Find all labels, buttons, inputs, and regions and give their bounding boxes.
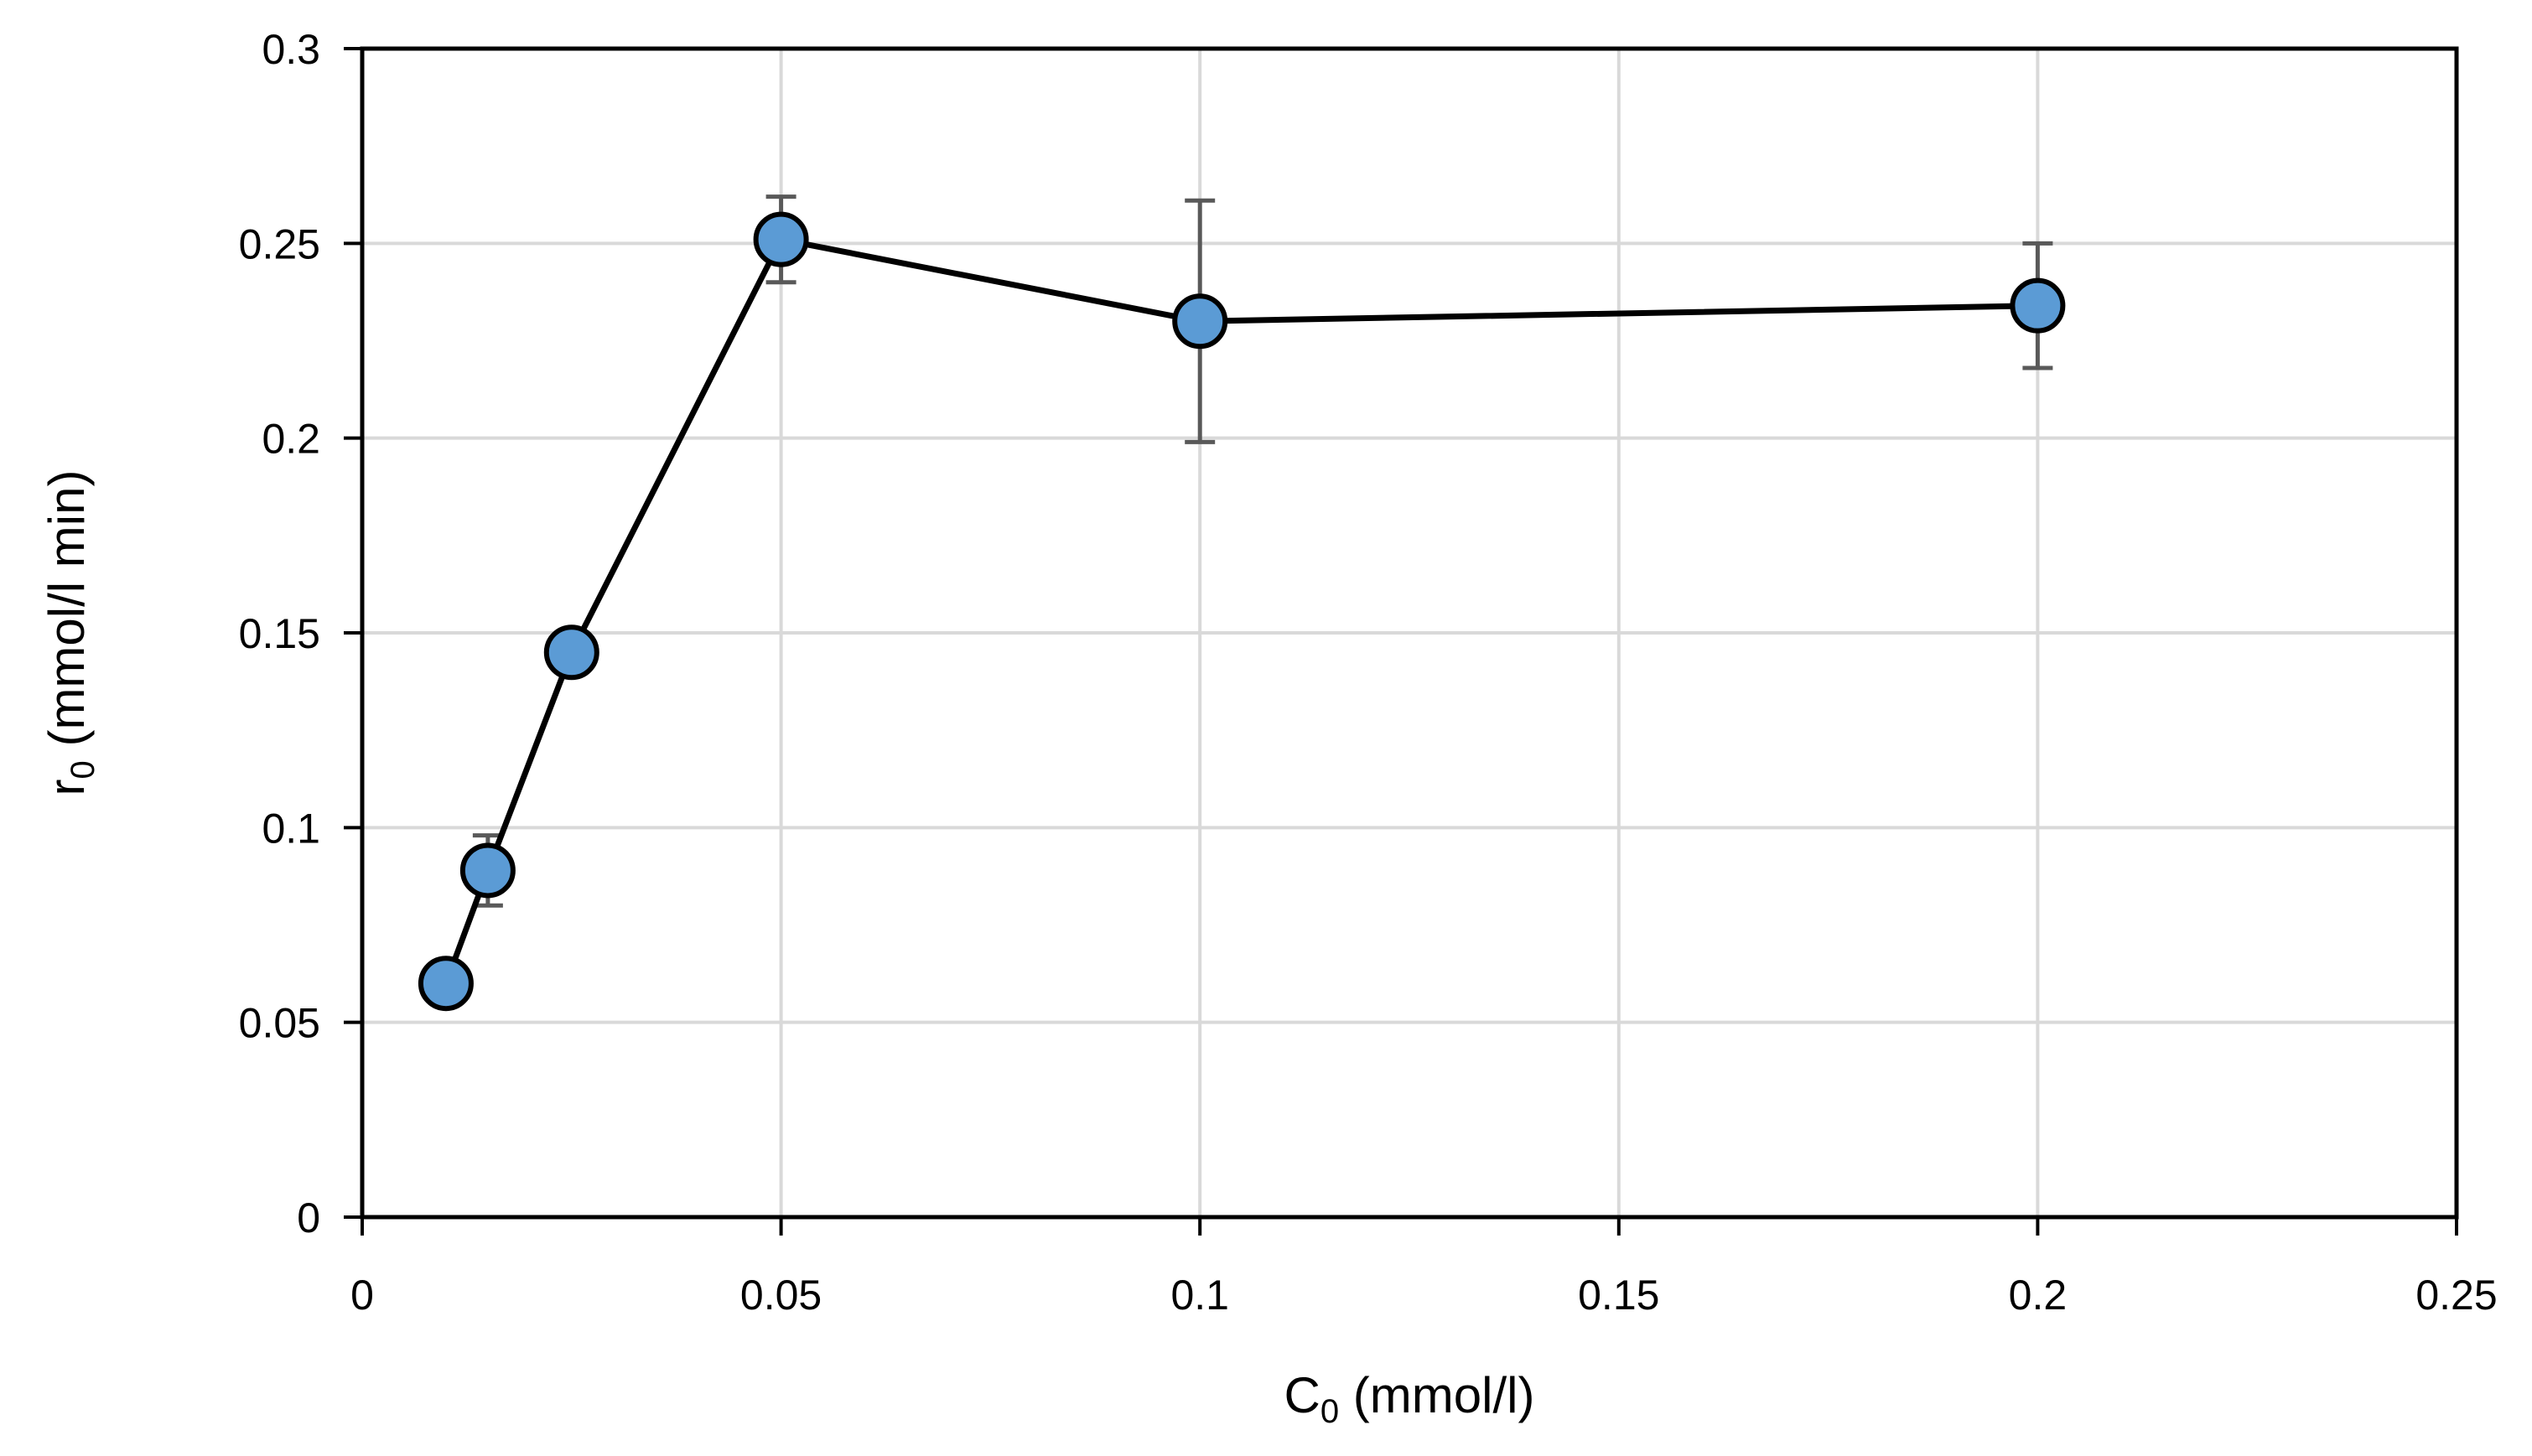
data-point-5 [2010,277,2066,334]
y-tick-labels: 0 0.05 0.1 0.15 0.2 0.25 0.3 [239,26,320,1241]
x-axis-title-rest: (mmol/l) [1339,1367,1534,1423]
x-tick-label-1: 0.05 [740,1272,822,1319]
y-tick-label-2: 0.1 [262,805,320,852]
x-tick-label-3: 0.15 [1578,1272,1659,1319]
data-point-2 [543,624,599,681]
error-bars [472,194,2053,908]
y-axis-title-main: r [39,779,95,795]
data-point-4 [1172,293,1228,350]
series-line-group [443,236,2038,985]
tick-marks [344,47,2458,1236]
y-tick-label-1: 0.05 [239,1000,320,1047]
y-tick-label-4: 0.2 [262,416,320,463]
x-axis-title-main: C [1284,1367,1320,1423]
y-tick-label-5: 0.25 [239,220,320,267]
x-tick-label-0: 0 [350,1272,374,1319]
x-axis-title: C0 (mmol/l) [1284,1367,1535,1430]
x-tick-label-2: 0.1 [1170,1272,1229,1319]
series-line-0 [443,236,2038,985]
x-tick-labels: 0 0.05 0.1 0.15 0.2 0.25 [350,1272,2498,1319]
data-point-0 [418,956,474,1012]
y-axis-title-sub: 0 [65,760,101,779]
y-axis-title-rest: (mmol/l min) [39,470,95,761]
y-axis-title: r0 (mmol/l min) [39,470,101,796]
x-tick-label-4: 0.2 [2009,1272,2068,1319]
y-tick-label-0: 0 [297,1194,320,1241]
x-tick-label-5: 0.25 [2415,1272,2497,1319]
y-tick-label-3: 0.15 [239,610,320,657]
y-tick-label-6: 0.3 [262,26,320,73]
data-point-3 [753,211,809,267]
gridlines [362,49,2457,1217]
data-point-1 [459,842,516,899]
data-markers [418,211,2066,1012]
x-axis-title-sub: 0 [1320,1393,1339,1430]
